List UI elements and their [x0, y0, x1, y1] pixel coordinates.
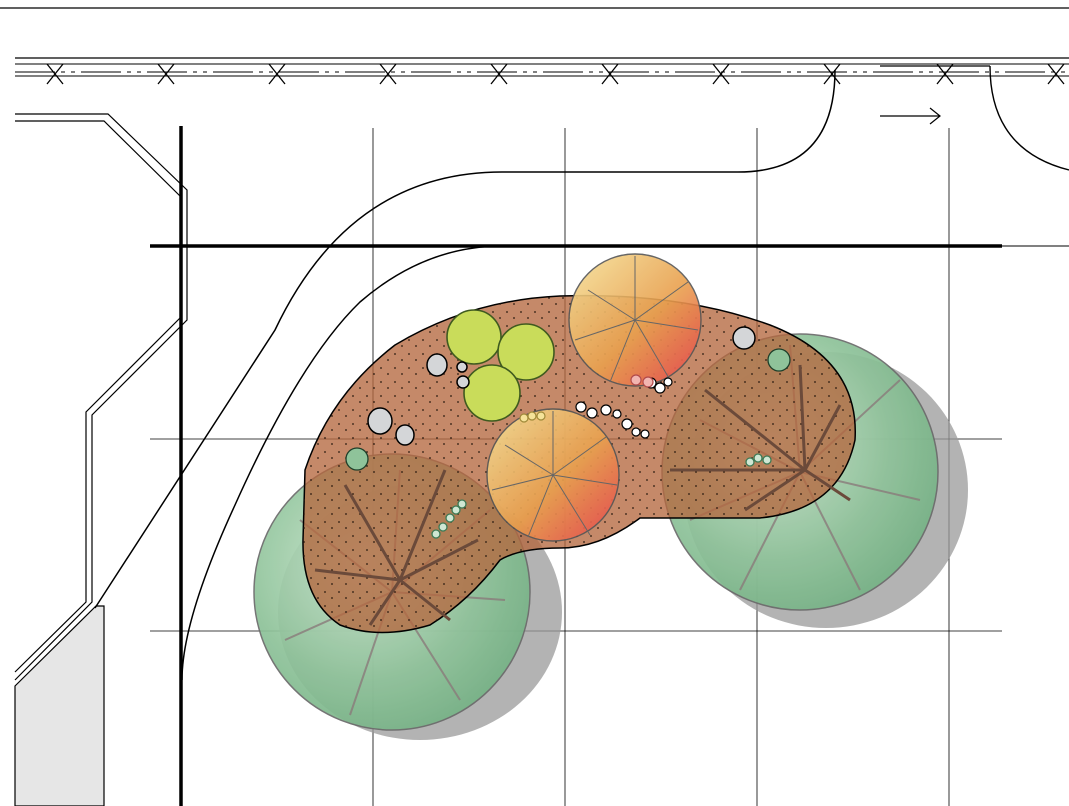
fence-line: [15, 57, 1069, 77]
gate-swing-arc: [989, 65, 1069, 171]
small-shrub: [767, 348, 791, 372]
tree-branch-structure-left: [314, 469, 479, 626]
perennial-rings-green: [431, 453, 772, 539]
ornamental-tree-bottom: [486, 408, 620, 542]
curb-line-inner: [181, 245, 503, 681]
small-shrub: [345, 447, 369, 471]
boulder: [732, 326, 756, 350]
ornamental-tree-top: [568, 253, 702, 387]
curb-line-outer: [94, 69, 836, 609]
boulder: [456, 375, 470, 389]
small-shrub-group: [345, 348, 791, 471]
shrub: [446, 309, 502, 365]
perennial-rings-white: [575, 377, 673, 439]
north-arrow-icon: [880, 107, 941, 125]
fence-post-markers: [46, 63, 1065, 85]
shrub: [497, 323, 555, 381]
building-outline: [14, 113, 188, 681]
tree-branch-structure-right: [670, 364, 851, 512]
adjacent-building: [14, 605, 105, 806]
shrub-group: [446, 309, 555, 422]
boulder: [395, 424, 415, 446]
boulder-group: [367, 326, 756, 446]
boulder: [456, 361, 468, 373]
boulder: [367, 407, 393, 435]
boulder: [426, 353, 448, 377]
perennial-rings-yellow: [519, 411, 546, 423]
shrub: [463, 364, 521, 422]
perennial-rings-red: [630, 374, 654, 388]
